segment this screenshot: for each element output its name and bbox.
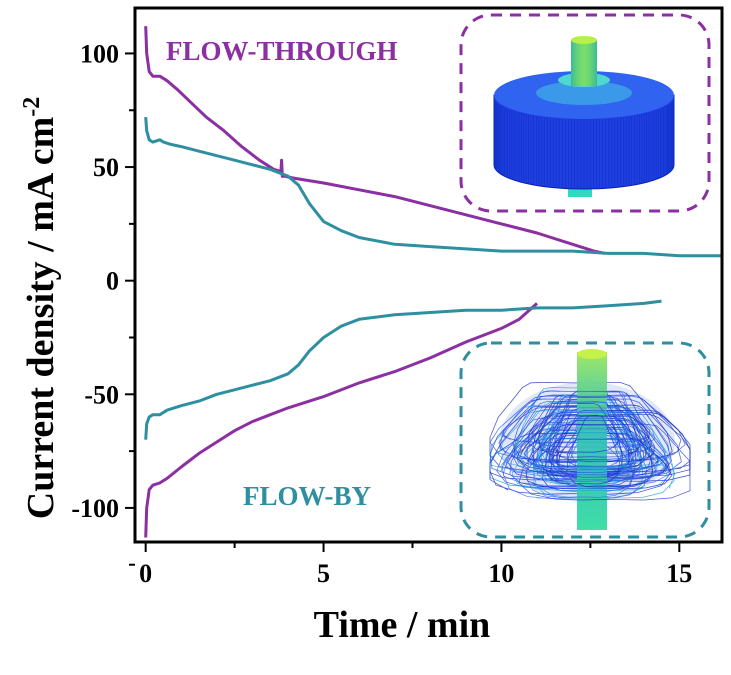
flow-by-streamline xyxy=(489,398,682,480)
flow-through-label: FLOW-THROUGH xyxy=(166,36,398,66)
flow-by-streamline xyxy=(555,415,656,462)
x-tick-label: 0 xyxy=(139,559,152,588)
series-line-1 xyxy=(144,26,605,255)
flow-by-streamline xyxy=(525,411,634,498)
y-tick-label: -50 xyxy=(84,380,119,409)
flow-through-cylinder-image xyxy=(493,36,675,197)
flow-through-inset xyxy=(459,13,711,213)
y-axis-label-superscript: -2 xyxy=(19,97,45,117)
series-line-2 xyxy=(144,116,722,258)
y-axis-label-group: Current density / mA cm-2 xyxy=(19,97,62,520)
flow-by-streamline xyxy=(514,415,648,467)
series-line-3 xyxy=(144,302,538,538)
flow-by-inset xyxy=(459,341,711,539)
flow-by-streamline xyxy=(489,437,664,471)
flow-by-streamline xyxy=(541,419,666,467)
flow-by-streamline xyxy=(528,402,620,453)
flow-by-label: FLOW-BY xyxy=(243,481,371,511)
flow-by-streamline xyxy=(531,412,669,481)
axes-layer: 0 5 10 15 100 50 0 -50 -100 xyxy=(71,39,692,588)
y-axis-label-text: Current density / mA cm xyxy=(20,117,62,520)
flow-by-streamline xyxy=(549,420,653,487)
flow-by-streamline xyxy=(497,410,642,469)
x-axis-label: Time / min xyxy=(314,604,491,646)
series-layer xyxy=(144,26,722,538)
series-line-4 xyxy=(144,299,662,440)
flow-by-streamline xyxy=(489,405,659,488)
flow-by-streamline xyxy=(500,424,670,486)
y-tick-label: 100 xyxy=(80,39,119,68)
flow-by-streamline xyxy=(515,386,632,475)
x-tick-label: 15 xyxy=(666,559,692,588)
plot-frame xyxy=(133,6,724,544)
flow-by-streamline xyxy=(546,407,671,469)
flow-by-streamline-image xyxy=(489,349,691,530)
flow-by-streamline xyxy=(544,414,620,485)
flow-by-streamline xyxy=(552,390,641,482)
y-axis-label: Current density / mA cm-2 xyxy=(19,97,62,520)
flow-by-streamline xyxy=(511,431,669,491)
flow-by-streamline xyxy=(556,409,654,478)
y-tick-label: 0 xyxy=(106,267,119,296)
y-tick-label: -100 xyxy=(71,494,119,523)
flow-by-streamline xyxy=(514,428,635,460)
x-tick-label: 10 xyxy=(488,559,514,588)
flow-by-streamline xyxy=(511,401,636,474)
y-tick-label: 50 xyxy=(93,153,119,182)
flow-by-streamline xyxy=(535,419,623,485)
flow-by-streamline xyxy=(496,417,656,489)
flow-by-streamline xyxy=(514,401,650,468)
x-tick-label: 5 xyxy=(317,559,330,588)
flow-by-streamline xyxy=(489,405,672,495)
